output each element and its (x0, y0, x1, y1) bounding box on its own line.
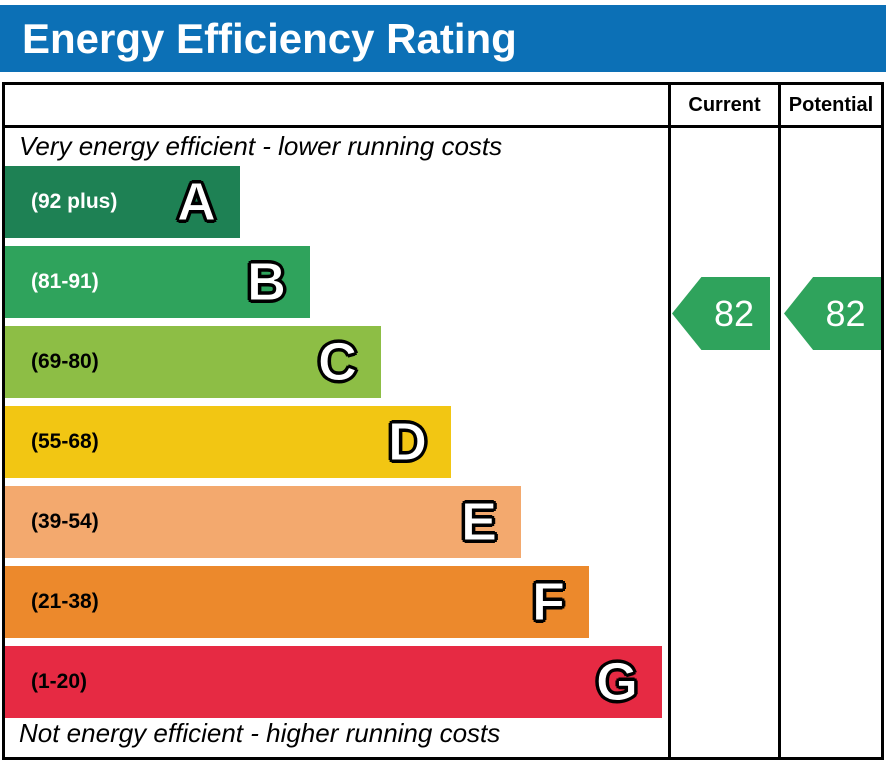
band-letter: F (532, 572, 566, 632)
band-range-label: (39-54) (31, 510, 99, 533)
column-header-current: Current (688, 93, 761, 116)
caption-not-efficient: Not energy efficient - higher running co… (19, 718, 501, 748)
band-range-label: (69-80) (31, 350, 99, 373)
caption-efficient: Very energy efficient - lower running co… (19, 131, 503, 161)
band-range-label: (21-38) (31, 590, 99, 613)
band-letter: A (177, 172, 217, 232)
potential-rating-arrow: 82 (784, 277, 881, 350)
band-range-label: (81-91) (31, 270, 99, 293)
column-divider-potential (778, 85, 781, 757)
rating-band: (55-68) D (5, 406, 451, 478)
potential-rating-value: 82 (825, 292, 866, 334)
rating-band: (21-38) F (5, 566, 589, 638)
band-range-label: (55-68) (31, 430, 99, 453)
rating-band: (81-91) B (5, 246, 310, 318)
page-title: Energy Efficiency Rating (22, 14, 517, 62)
rating-band: (69-80) C (5, 326, 381, 398)
column-header-potential: Potential (788, 93, 874, 116)
band-range-label: (1-20) (31, 670, 88, 693)
column-divider-current (668, 85, 671, 757)
rating-band: (92 plus) A (5, 166, 240, 238)
chart-header: Energy Efficiency Rating (0, 5, 886, 72)
band-letter: C (318, 332, 358, 392)
current-rating-arrow: 82 (672, 277, 770, 350)
rating-band: (39-54) E (5, 486, 521, 558)
band-letter: B (247, 252, 287, 312)
band-letter: E (460, 492, 497, 552)
band-letter: G (595, 652, 638, 712)
current-rating-value: 82 (713, 292, 755, 334)
band-letter: D (388, 412, 428, 472)
band-range-label: (92 plus) (31, 190, 118, 213)
rating-table: Current Potential Very energy efficient … (2, 82, 884, 760)
header-row-divider (5, 125, 881, 128)
rating-band: (1-20) G (5, 646, 662, 718)
